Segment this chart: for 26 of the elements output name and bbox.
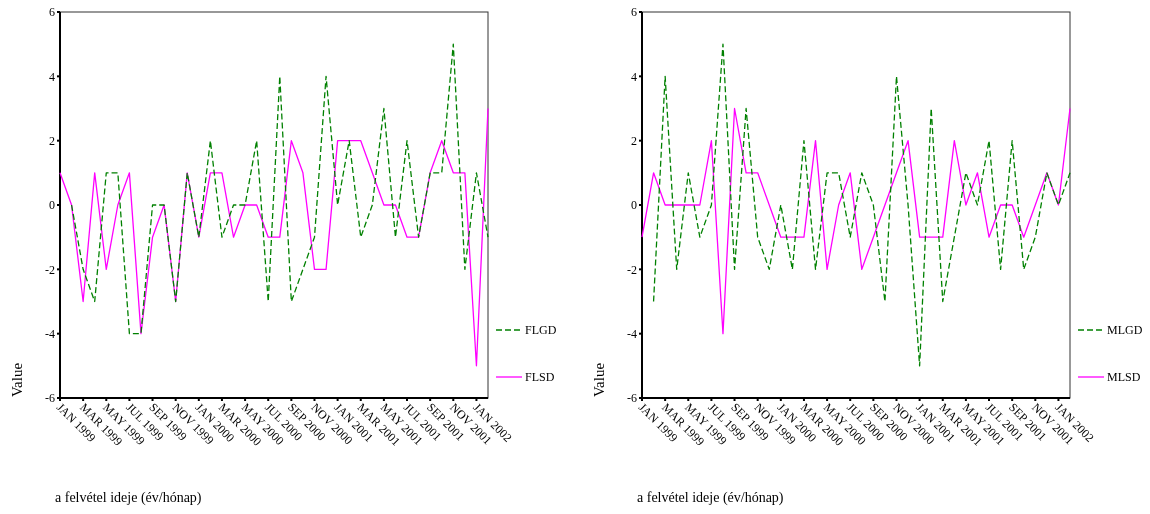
y-tick-label: 2 bbox=[49, 133, 55, 148]
y-tick-label: 4 bbox=[631, 69, 637, 84]
y-tick-label: 2 bbox=[631, 133, 637, 148]
legend-label: MLSD bbox=[1107, 370, 1141, 385]
line-series bbox=[641, 107, 1071, 335]
y-tick-label: -4 bbox=[45, 326, 55, 341]
legend-label: FLGD bbox=[525, 323, 557, 338]
y-tick-label: -6 bbox=[45, 391, 55, 406]
y-tick-label: 0 bbox=[49, 198, 55, 213]
legend-label: FLSD bbox=[525, 370, 555, 385]
y-axis-title: Value bbox=[9, 362, 25, 398]
legend-label: MLGD bbox=[1107, 323, 1143, 338]
y-axis-title: Value bbox=[591, 362, 607, 398]
x-axis-title: a felvétel ideje (év/hónap) bbox=[637, 490, 784, 506]
y-tick-label: 6 bbox=[631, 5, 637, 20]
y-tick-label: 4 bbox=[49, 69, 55, 84]
line-series bbox=[652, 43, 1071, 367]
line-series bbox=[70, 43, 489, 335]
y-tick-label: -2 bbox=[627, 262, 637, 277]
y-tick-label: -6 bbox=[627, 391, 637, 406]
x-axis-title: a felvétel ideje (év/hónap) bbox=[55, 490, 202, 506]
y-tick-label: 0 bbox=[631, 198, 637, 213]
y-tick-label: 6 bbox=[49, 5, 55, 20]
line-series bbox=[59, 107, 489, 367]
y-tick-label: -4 bbox=[627, 326, 637, 341]
y-tick-label: -2 bbox=[45, 262, 55, 277]
